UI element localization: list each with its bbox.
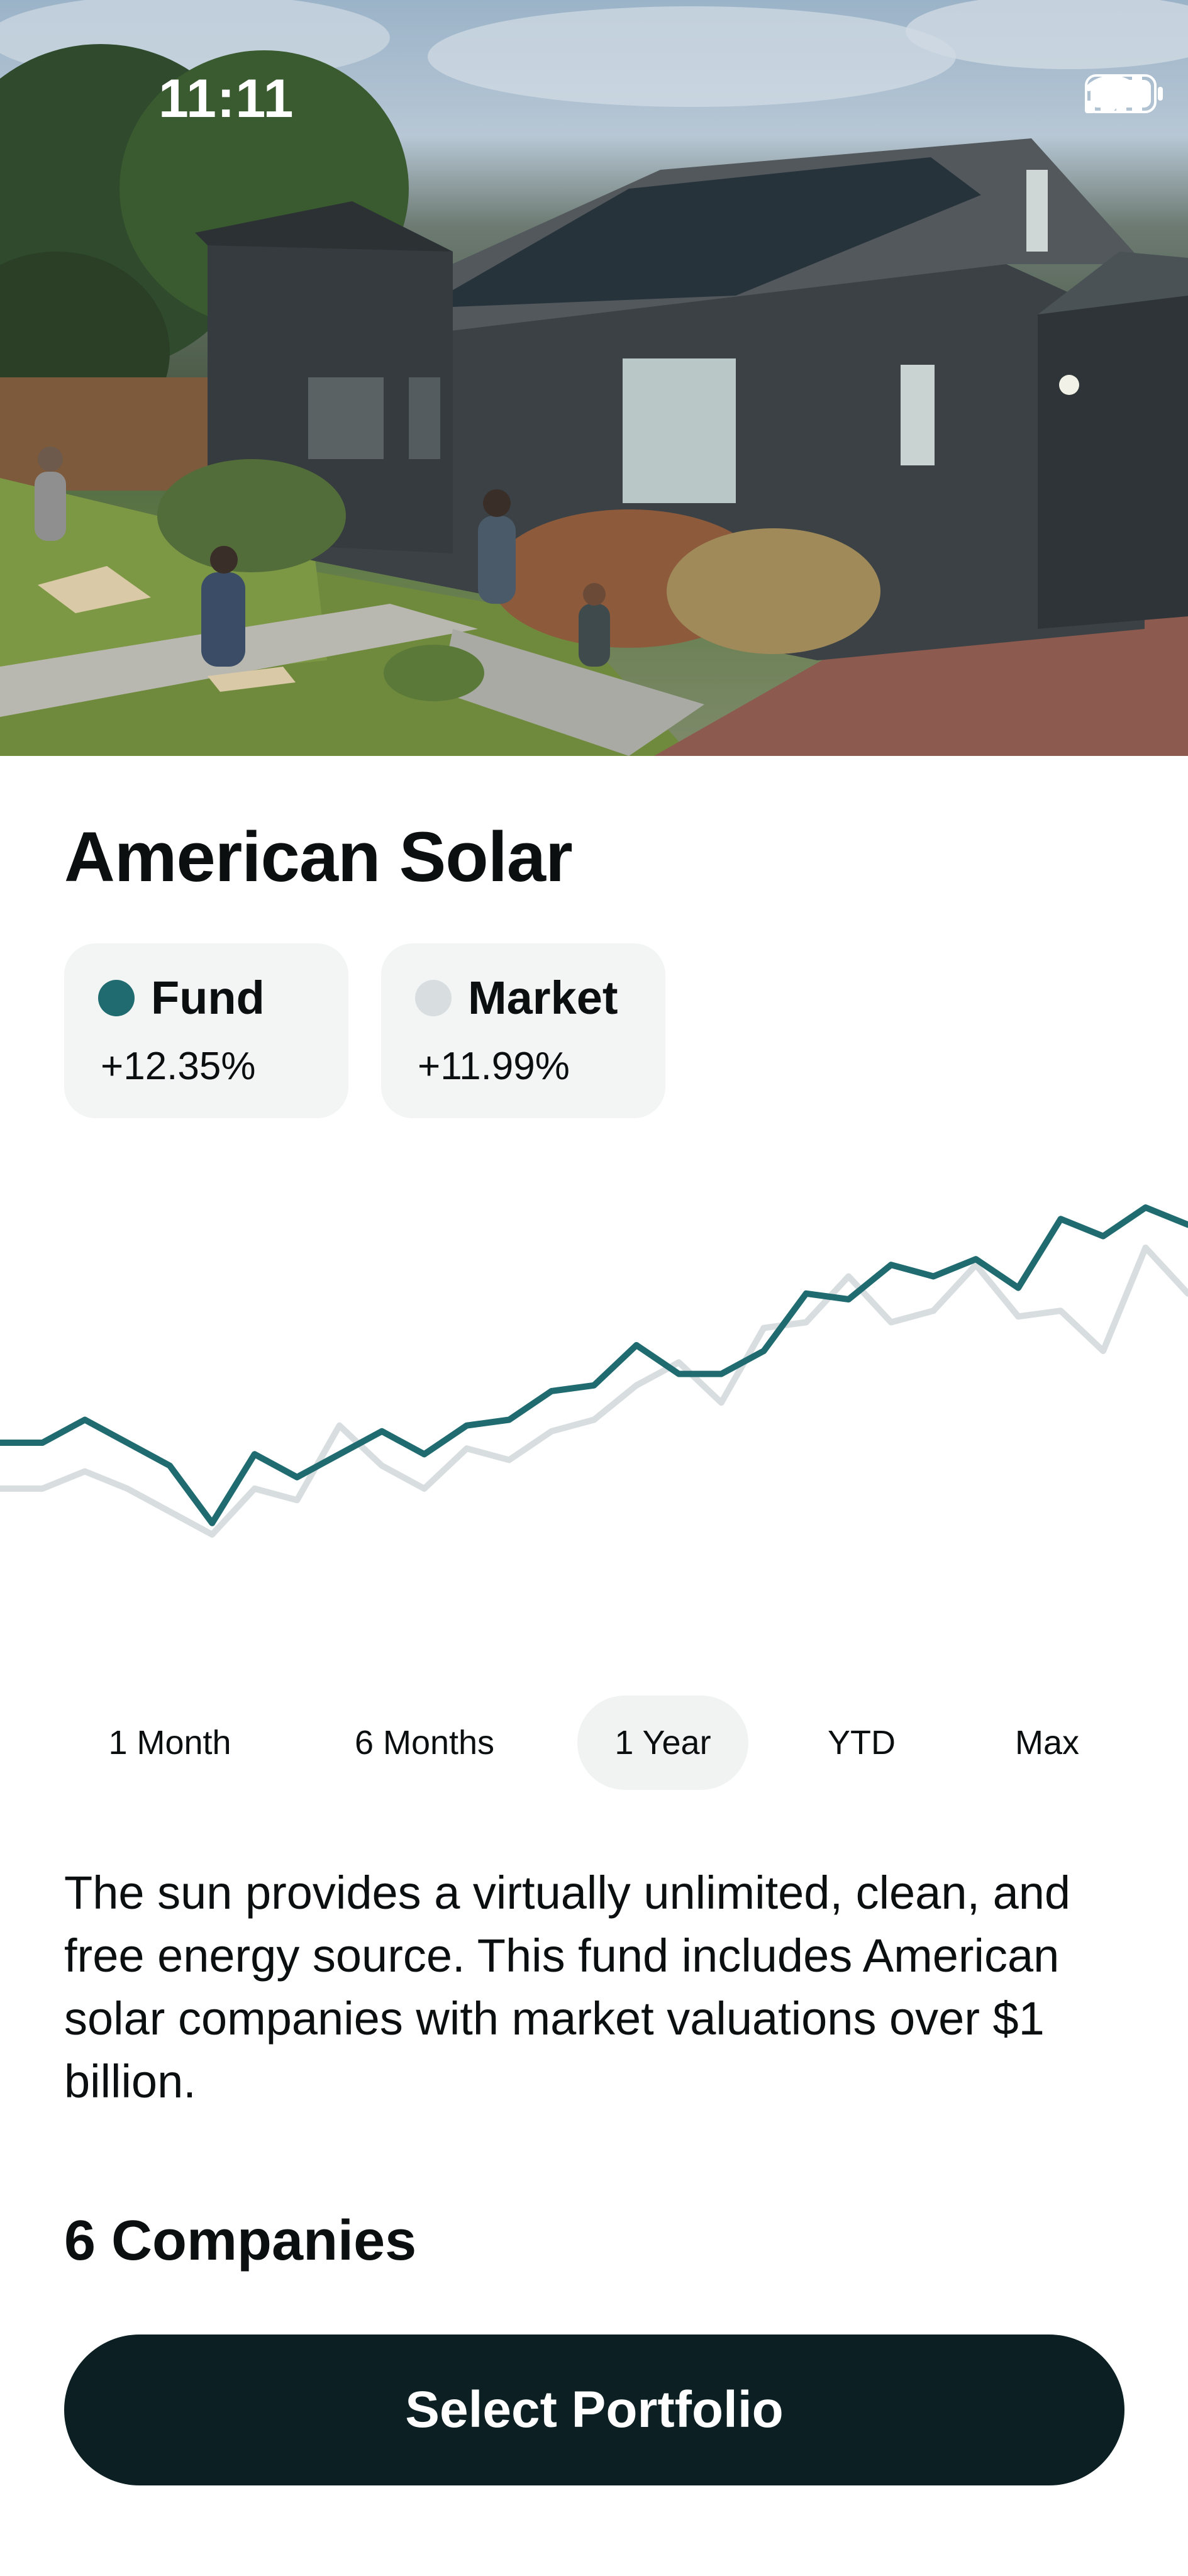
- fund-description: The sun provides a virtually unlimited, …: [64, 1867, 1071, 2107]
- range-max[interactable]: Max: [1014, 1724, 1079, 1762]
- fund-title: American Solar: [64, 818, 573, 896]
- fund-series-line: [0, 1204, 1188, 1526]
- fund-dot-icon: [98, 980, 135, 1016]
- companies-count: 6 Companies: [64, 2209, 417, 2272]
- time-range-selector: 1 Month 6 Months 1 Year YTD Max: [0, 1696, 1188, 1790]
- battery-icon: [1085, 74, 1163, 113]
- legend-market-card[interactable]: Market +11.99%: [381, 943, 665, 1118]
- status-time: 11:11: [158, 69, 294, 129]
- legend-market-label: Market: [468, 972, 618, 1024]
- solar-house-illustration: [0, 0, 1188, 756]
- range-ytd[interactable]: YTD: [828, 1724, 896, 1762]
- range-1-month[interactable]: 1 Month: [108, 1724, 231, 1762]
- market-series-line: [0, 1244, 1188, 1538]
- legend-market-value: +11.99%: [418, 1045, 570, 1088]
- legend-fund-label: Fund: [151, 972, 265, 1024]
- hero-image: 11:11: [0, 0, 1188, 756]
- performance-chart: [0, 1204, 1188, 1538]
- range-1-year[interactable]: 1 Year: [577, 1696, 748, 1790]
- market-dot-icon: [415, 980, 452, 1016]
- legend-fund-card[interactable]: Fund +12.35%: [64, 943, 348, 1118]
- legend-fund-value: +12.35%: [101, 1045, 256, 1088]
- range-6-months[interactable]: 6 Months: [354, 1724, 495, 1762]
- select-portfolio-button[interactable]: Select Portfolio: [64, 2334, 1124, 2485]
